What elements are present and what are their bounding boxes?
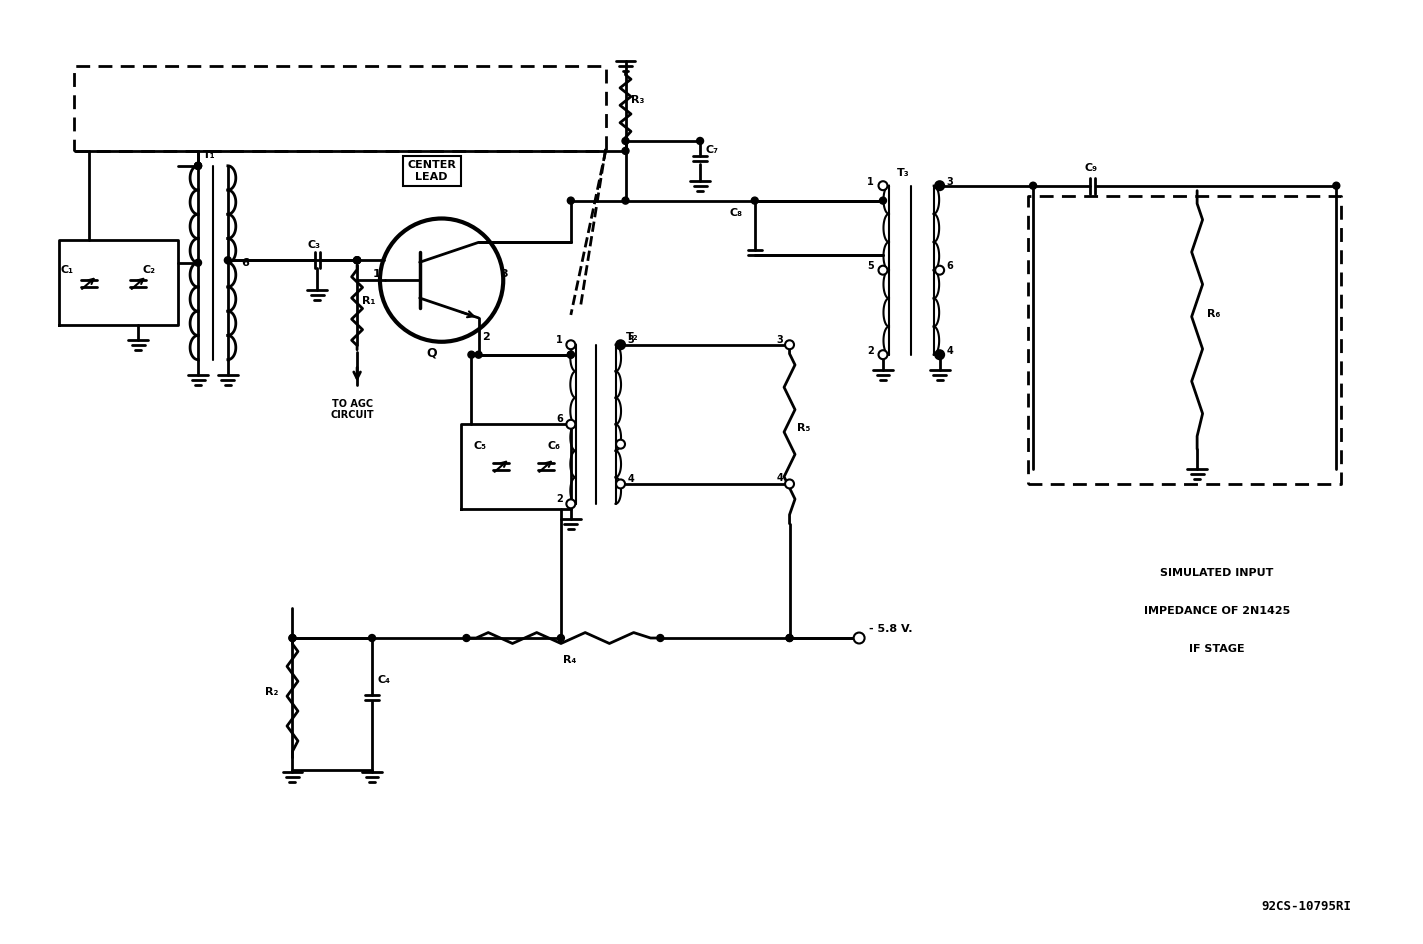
Text: 4: 4 [777,473,784,483]
Text: R₄: R₄ [564,655,576,665]
Text: 4: 4 [628,474,635,484]
Text: 4: 4 [946,346,953,356]
Circle shape [935,265,943,275]
Circle shape [622,197,629,204]
Circle shape [568,197,575,204]
Text: 3: 3 [501,269,508,279]
Text: C₃: C₃ [307,241,320,250]
Text: 5: 5 [867,261,874,271]
Text: IMPEDANCE OF 2N1425: IMPEDANCE OF 2N1425 [1144,606,1291,616]
Circle shape [468,351,475,358]
Circle shape [225,257,232,263]
Circle shape [195,260,202,266]
Text: C₅: C₅ [474,441,487,451]
Circle shape [616,340,625,349]
Circle shape [354,257,360,263]
Circle shape [566,340,575,349]
Text: 2: 2 [867,346,874,356]
Circle shape [289,634,296,642]
Text: R₂: R₂ [265,686,277,697]
Text: 2: 2 [481,331,490,342]
Circle shape [462,634,470,642]
Circle shape [622,138,629,144]
Text: IF STAGE: IF STAGE [1190,644,1245,654]
Text: C₁: C₁ [61,265,74,276]
Text: C₇: C₇ [704,144,719,155]
Text: 1: 1 [867,177,874,187]
Circle shape [566,499,575,508]
Text: T₃: T₃ [896,168,909,177]
Text: R₃: R₃ [632,95,645,105]
Text: 2: 2 [556,494,562,504]
Circle shape [622,147,629,155]
Circle shape [1030,182,1036,189]
Circle shape [616,440,625,448]
Circle shape [568,351,575,358]
Circle shape [566,420,575,429]
Circle shape [879,197,887,204]
Circle shape [1333,182,1340,189]
Text: 3: 3 [777,335,784,345]
Text: CENTER
LEAD: CENTER LEAD [407,160,457,181]
Text: 6: 6 [240,258,249,268]
Text: C₈: C₈ [730,208,743,217]
Text: R₁: R₁ [361,296,376,307]
Circle shape [935,181,943,190]
Text: R₆: R₆ [1207,309,1221,319]
Text: TO AGC
CIRCUIT: TO AGC CIRCUIT [330,398,374,420]
Text: R₅: R₅ [797,423,811,433]
Circle shape [354,257,360,263]
Circle shape [475,351,482,358]
Text: C₉: C₉ [1084,162,1097,173]
Circle shape [785,480,794,488]
Text: C₄: C₄ [379,675,391,684]
Text: T₁: T₁ [203,150,216,160]
Text: 92CS-10795RI: 92CS-10795RI [1261,900,1352,913]
Circle shape [785,634,793,642]
Text: 1: 1 [373,269,381,279]
Circle shape [936,182,943,189]
Circle shape [195,162,202,169]
Text: C₂: C₂ [142,265,155,276]
Circle shape [616,480,625,488]
Text: 6: 6 [946,261,953,271]
Text: SIMULATED INPUT: SIMULATED INPUT [1160,568,1274,579]
Circle shape [618,342,625,348]
Circle shape [878,181,888,190]
Text: 1: 1 [556,335,562,345]
Circle shape [195,162,202,169]
Text: C₆: C₆ [548,441,561,451]
Circle shape [657,634,663,642]
Text: 6: 6 [556,414,562,424]
Text: T₂: T₂ [626,331,638,342]
Circle shape [936,351,943,358]
Circle shape [558,634,565,642]
Text: - 5.8 V.: - 5.8 V. [869,624,912,634]
Circle shape [878,350,888,359]
Circle shape [195,162,202,169]
Circle shape [568,351,575,358]
Text: 3: 3 [946,177,953,187]
Circle shape [289,634,296,642]
Circle shape [935,350,943,359]
Circle shape [854,632,865,644]
Circle shape [369,634,376,642]
Text: 3: 3 [628,335,635,345]
Text: Q: Q [427,346,437,360]
Circle shape [785,634,793,642]
Circle shape [697,138,703,144]
Circle shape [785,340,794,349]
Circle shape [751,197,758,204]
Circle shape [354,257,360,263]
Circle shape [878,265,888,275]
